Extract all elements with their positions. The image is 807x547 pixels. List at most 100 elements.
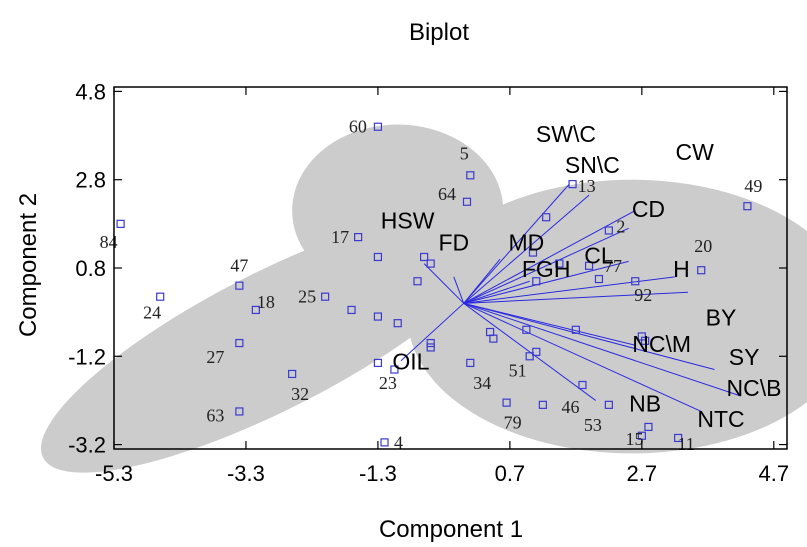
cluster-ellipses bbox=[40, 124, 807, 473]
data-point-7 bbox=[426, 259, 435, 268]
data-point-10 bbox=[156, 292, 165, 301]
point-label-84: 84 bbox=[100, 232, 118, 252]
point-label-17: 17 bbox=[331, 227, 349, 247]
data-point-4 bbox=[354, 232, 363, 242]
vector-line-9 bbox=[463, 276, 675, 304]
vector-label-11: BY bbox=[706, 304, 737, 330]
vector-line-5 bbox=[423, 263, 465, 304]
data-point-3 bbox=[462, 197, 472, 206]
point-label-2: 2 bbox=[616, 216, 625, 236]
data-point-14 bbox=[347, 305, 356, 315]
data-point-19 bbox=[373, 358, 383, 368]
point-label-20: 20 bbox=[694, 236, 712, 256]
data-point-8 bbox=[413, 277, 422, 286]
data-point-13 bbox=[321, 292, 330, 301]
vector-label-14: NC\B bbox=[727, 375, 782, 401]
x-axis-ticks: -5.3 -3.3 -1.3 0.7 2.7 4.7 bbox=[95, 87, 789, 486]
x-tick-label: -1.3 bbox=[359, 461, 397, 486]
data-point-26 bbox=[604, 226, 613, 235]
data-point-46 bbox=[502, 398, 511, 407]
x-tick-label: -5.3 bbox=[95, 461, 133, 486]
point-label-51: 51 bbox=[509, 360, 527, 380]
vector-label-8: CL bbox=[584, 243, 614, 269]
y-tick-label: -3.2 bbox=[68, 433, 106, 458]
vector-label-10: FGH bbox=[522, 256, 571, 282]
point-label-23: 23 bbox=[379, 373, 397, 393]
data-point-11 bbox=[235, 281, 244, 290]
vector-line-15 bbox=[463, 302, 702, 412]
vector-label-13: SY bbox=[729, 344, 760, 370]
data-point-24 bbox=[380, 438, 389, 447]
vector-line-2 bbox=[463, 194, 590, 304]
point-label-13: 13 bbox=[578, 176, 596, 196]
point-label-49: 49 bbox=[744, 176, 762, 196]
x-axis-label: Component 1 bbox=[379, 516, 523, 543]
vector-line-17 bbox=[400, 302, 465, 362]
data-point-17 bbox=[235, 338, 244, 348]
vector-label-9: H bbox=[673, 256, 690, 282]
point-label-34: 34 bbox=[473, 373, 491, 393]
score-points bbox=[116, 122, 752, 447]
data-point-33 bbox=[697, 266, 706, 275]
data-point-48 bbox=[604, 400, 613, 409]
data-point-29 bbox=[542, 213, 551, 222]
point-label-63: 63 bbox=[206, 405, 224, 425]
data-point-15 bbox=[373, 312, 383, 321]
data-point-21 bbox=[426, 338, 435, 348]
data-point-50 bbox=[674, 433, 683, 443]
data-point-51 bbox=[637, 431, 646, 440]
data-point-38 bbox=[522, 325, 531, 334]
data-point-42 bbox=[525, 352, 534, 361]
vector-label-16: NB bbox=[629, 390, 661, 416]
data-point-32 bbox=[584, 261, 594, 270]
y-tick-label: -1.2 bbox=[68, 344, 106, 369]
vector-label-12: NC\M bbox=[632, 331, 691, 357]
point-label-77: 77 bbox=[604, 256, 622, 276]
vector-line-12 bbox=[463, 302, 636, 346]
y-tick-label: 2.8 bbox=[75, 168, 106, 193]
vector-label-5: HSW bbox=[381, 207, 435, 233]
chart-title: Biplot bbox=[409, 19, 469, 46]
vector-label-6: FD bbox=[438, 229, 469, 255]
vector-label-2: SN\C bbox=[565, 152, 620, 178]
vector-line-10 bbox=[463, 280, 530, 304]
data-point-2 bbox=[466, 171, 475, 180]
point-label-32: 32 bbox=[291, 384, 309, 404]
data-point-12 bbox=[251, 305, 260, 315]
y-tick-label: 0.8 bbox=[75, 256, 106, 281]
data-point-28 bbox=[528, 248, 538, 257]
vector-label-7: MD bbox=[508, 229, 544, 255]
x-tick-label: -3.3 bbox=[227, 461, 265, 486]
data-point-39 bbox=[571, 325, 580, 334]
point-label-46: 46 bbox=[561, 397, 579, 417]
data-point-35 bbox=[594, 274, 604, 284]
x-tick-label: 2.7 bbox=[627, 461, 658, 486]
point-label-25: 25 bbox=[298, 287, 316, 307]
data-point-25 bbox=[568, 180, 577, 189]
vector-label-1: SW\C bbox=[536, 121, 596, 147]
data-point-30 bbox=[555, 259, 564, 268]
x-tick-label: 4.7 bbox=[759, 461, 790, 486]
data-point-16 bbox=[393, 319, 402, 328]
data-point-31 bbox=[532, 277, 541, 286]
point-labels: 60 5 64 17 84 24 47 18 25 27 32 23 63 4 13 2 49 77 20 92 51 3… bbox=[100, 117, 763, 454]
vector-line-1 bbox=[463, 183, 570, 304]
vector-line-11 bbox=[463, 291, 689, 304]
data-point-43 bbox=[532, 347, 541, 356]
vector-line-13 bbox=[463, 302, 715, 371]
point-label-79: 79 bbox=[504, 413, 522, 433]
point-label-5: 5 bbox=[460, 143, 469, 163]
point-label-53: 53 bbox=[584, 415, 602, 435]
data-point-34 bbox=[631, 277, 640, 286]
data-point-41 bbox=[641, 336, 650, 345]
vector-label-3: CW bbox=[675, 139, 714, 165]
data-point-6 bbox=[420, 252, 429, 262]
point-label-27: 27 bbox=[206, 347, 224, 367]
data-point-44 bbox=[466, 358, 475, 368]
point-label-4: 4 bbox=[394, 432, 403, 452]
loading-vectors bbox=[400, 183, 741, 412]
data-point-1 bbox=[373, 122, 383, 131]
data-point-22 bbox=[426, 343, 435, 352]
